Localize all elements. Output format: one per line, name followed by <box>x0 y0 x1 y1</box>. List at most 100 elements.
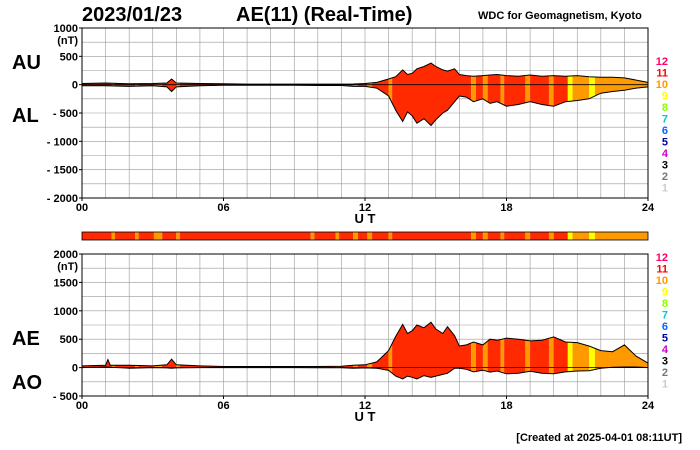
au-al-level-label: 11 <box>656 68 668 80</box>
ae-ao-fill-segment <box>475 322 483 379</box>
activity-bar-segment <box>553 232 568 240</box>
ae-ao-fill-segment <box>589 322 595 379</box>
ae-ao-ytick-label: 500 <box>60 334 78 346</box>
activity-bar-segment <box>525 232 531 240</box>
au-al-xtick-label: 24 <box>642 202 655 214</box>
au-al-fill-segment <box>388 63 393 126</box>
au-al-xtick-label: 18 <box>500 202 512 214</box>
ae-ao-fill-segment <box>482 322 488 379</box>
au-al-xtick-label: 12 <box>359 202 371 214</box>
au-al-series-au <box>81 62 649 85</box>
activity-bar-segment <box>530 232 549 240</box>
au-al-level-label: 5 <box>662 137 668 149</box>
activity-bar-segment <box>482 232 488 240</box>
ae-ao-level-label: 1 <box>662 379 668 391</box>
activity-bar-segment <box>392 232 472 240</box>
au-al-level-label: 6 <box>662 125 668 137</box>
au-al-fill-segment <box>471 63 476 126</box>
activity-bar-segment <box>500 232 505 240</box>
au-al-level-label: 3 <box>662 160 668 172</box>
au-al-unit-label: (nT) <box>57 35 78 47</box>
ae-ao-fill-segment <box>388 322 393 379</box>
al-label: AL <box>12 105 39 127</box>
activity-bar-segment <box>153 232 163 240</box>
au-al-xtick-label: 00 <box>76 202 88 214</box>
au-al-xlabel: U T <box>355 211 376 226</box>
au-al-xtick-label: 06 <box>217 202 229 214</box>
au-al-ytick-label: 1000 <box>54 23 78 35</box>
activity-bar-segment <box>339 232 354 240</box>
activity-bar-segment <box>372 232 389 240</box>
au-al-level-label: 12 <box>656 56 668 68</box>
ae-ao-level-label: 10 <box>656 275 668 287</box>
ae-ao-xtick-label: 12 <box>359 400 371 412</box>
au-al-level-label: 8 <box>662 102 668 114</box>
activity-bar-frame <box>81 231 649 241</box>
ae-ao-level-label: 7 <box>662 310 668 322</box>
data-source: WDC for Geomagnetism, Kyoto <box>478 10 642 22</box>
ae-ao-level-label: 2 <box>662 367 668 379</box>
activity-bar-segment <box>335 232 340 240</box>
au-al-fill-segment <box>482 63 488 126</box>
ae-label: AE <box>12 328 40 350</box>
ae-ao-xtick-label: 06 <box>217 400 229 412</box>
chart-title: AE(11) (Real-Time) <box>236 4 413 26</box>
activity-bar-segment <box>176 232 180 240</box>
ae-ao-xlabel: U T <box>355 409 376 424</box>
activity-bar-segment <box>367 232 373 240</box>
activity-bar-segment <box>353 232 358 240</box>
au-al-level-label: 1 <box>662 183 668 195</box>
activity-bar-segment <box>314 232 336 240</box>
au-al-level-label: 2 <box>662 171 668 183</box>
ao-label: AO <box>12 372 42 394</box>
ae-ao-level-label: 8 <box>662 298 668 310</box>
ae-ao-level-label: 12 <box>656 252 668 264</box>
ae-ao-ytick-label: 2000 <box>54 249 78 261</box>
ae-ao-fill-segment <box>500 322 505 379</box>
activity-bar-segment <box>310 232 315 240</box>
activity-bar-segment <box>594 232 648 240</box>
ae-ao-ytick-label: 1500 <box>54 277 78 289</box>
au-al-level-label: 10 <box>656 79 668 91</box>
au-al-fill-segment <box>548 63 554 126</box>
ae-ao-fill-segment <box>548 322 554 379</box>
au-al-fill-segment <box>567 63 573 126</box>
au-al-ytick-label: 0 <box>72 80 78 92</box>
ae-ao-ytick-label: 0 <box>72 363 78 375</box>
ae-ao-ytick-label: 1000 <box>54 306 78 318</box>
ae-ao-level-label: 3 <box>662 356 668 368</box>
chart-date: 2023/01/23 <box>82 4 183 26</box>
activity-bar-segment <box>475 232 483 240</box>
ae-ao-ytick-label: - 500 <box>53 391 78 403</box>
activity-bar-segment <box>179 232 311 240</box>
activity-bar-segment <box>504 232 526 240</box>
au-label: AU <box>12 52 41 74</box>
activity-bar-segment <box>111 232 116 240</box>
ae-ao-fill-segment <box>471 322 476 379</box>
ae-ao-level-label: 9 <box>662 287 668 299</box>
activity-bar-segment <box>548 232 554 240</box>
au-al-fill-segment <box>475 63 483 126</box>
activity-bar-segment <box>357 232 368 240</box>
ae-ao-level-label: 6 <box>662 321 668 333</box>
activity-bar-segment <box>135 232 139 240</box>
activity-bar-segment <box>82 232 112 240</box>
ae-ao-xtick-label: 18 <box>500 400 512 412</box>
au-al-level-label: 4 <box>662 148 669 160</box>
au-al-fill-segment <box>525 63 531 126</box>
ae-ao-level-label: 4 <box>662 344 669 356</box>
ae-ao-level-label: 11 <box>656 264 668 276</box>
ae-ao-unit-label: (nT) <box>57 261 78 273</box>
activity-bar-segment <box>567 232 573 240</box>
created-timestamp: [Created at 2025-04-01 08:11UT] <box>516 432 682 444</box>
ae-ao-series-ae <box>81 321 649 367</box>
activity-bar-segment <box>138 232 154 240</box>
ae-ao-fill-segment <box>525 322 531 379</box>
ae-ao-xtick-label: 00 <box>76 400 88 412</box>
activity-bar-segment <box>471 232 476 240</box>
ae-ao-level-label: 5 <box>662 333 668 345</box>
au-al-ytick-label: - 1000 <box>47 136 78 148</box>
activity-bar-segment <box>115 232 136 240</box>
au-al-fill-segment <box>589 63 595 126</box>
